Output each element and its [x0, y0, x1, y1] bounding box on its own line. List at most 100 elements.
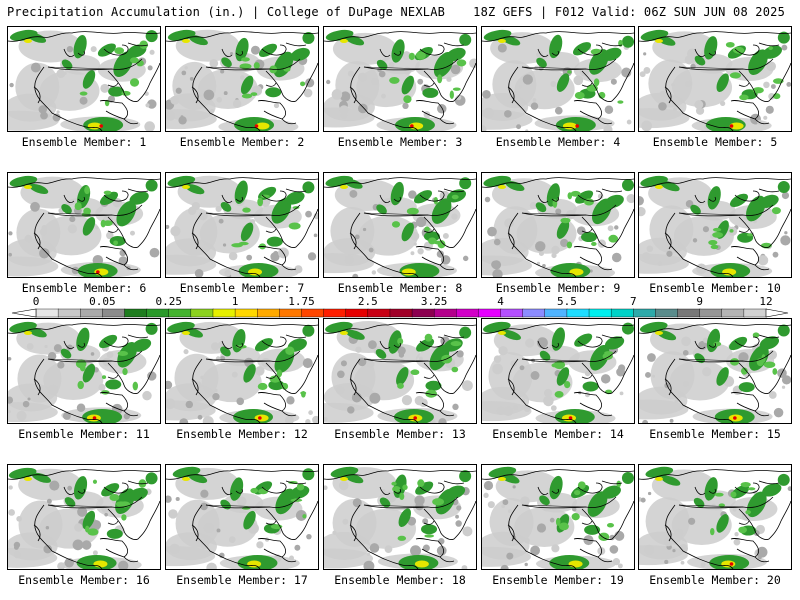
- precip-speckle: [768, 92, 775, 100]
- precip-speckle: [347, 406, 355, 414]
- moderate-precip-band: [716, 73, 729, 93]
- heavy-precip-core: [498, 39, 506, 43]
- moderate-precip-cell: [752, 87, 764, 94]
- precip-speckle: [46, 498, 52, 504]
- moderate-precip-band: [258, 43, 278, 57]
- extreme-precip-core: [99, 124, 103, 128]
- moderate-precip-band: [539, 495, 550, 506]
- colorbar-svg: 0 0.05 0.25 1 1.75 2.5 3.25 4 5.5 7 9 12: [11, 295, 789, 318]
- precip-speckle: [236, 397, 245, 406]
- colorbar-tick-label: 0.05: [89, 295, 116, 308]
- moderate-precip-cell: [566, 241, 573, 249]
- colorbar-swatch: [146, 308, 170, 318]
- colorbar-swatch: [677, 308, 701, 318]
- precip-speckle: [584, 392, 590, 398]
- moderate-precip-band: [31, 472, 51, 483]
- moderate-precip-band: [375, 349, 387, 359]
- precip-speckle: [41, 225, 48, 231]
- precip-speckle: [203, 522, 215, 534]
- precip-speckle: [720, 100, 726, 107]
- coastline: [123, 410, 139, 417]
- precip-map-svg: [482, 29, 634, 131]
- ensemble-member-label: Ensemble Member: 7: [179, 281, 305, 295]
- ensemble-member-label: Ensemble Member: 12: [176, 427, 308, 441]
- moderate-precip-cell: [397, 535, 407, 541]
- moderate-precip-band: [759, 194, 779, 208]
- colorbar-swatch: [124, 308, 148, 318]
- ensemble-member-label: Ensemble Member: 1: [21, 135, 147, 149]
- coastline: [754, 556, 770, 563]
- moderate-precip-cell: [746, 233, 753, 237]
- precip-speckle: [410, 251, 415, 256]
- colorbar-tick-label: 1.75: [288, 295, 315, 308]
- coastline: [415, 100, 444, 120]
- colorbar-swatch: [456, 308, 480, 318]
- coastline: [581, 62, 634, 102]
- ensemble-member-label: Ensemble Member: 6: [21, 281, 147, 295]
- coastline: [99, 246, 128, 266]
- precip-speckle: [555, 208, 562, 215]
- coastline: [482, 323, 634, 334]
- heavy-precip-core: [568, 560, 583, 568]
- precip-speckle: [57, 562, 66, 569]
- coastline: [730, 538, 759, 558]
- moderate-precip-band: [707, 186, 721, 210]
- precip-speckle: [349, 189, 358, 198]
- precip-speckle: [666, 250, 673, 257]
- coastline: [664, 378, 672, 396]
- coastline: [577, 190, 603, 202]
- heavy-precip-core: [498, 477, 506, 481]
- coastline: [507, 524, 515, 542]
- moderate-precip-band: [746, 491, 767, 518]
- coastline: [738, 500, 791, 540]
- moderate-precip-band: [716, 514, 729, 533]
- colorbar-swatch: [566, 308, 590, 318]
- precip-speckle: [763, 115, 768, 120]
- precip-speckle: [456, 95, 462, 101]
- precip-speckle: [446, 76, 452, 82]
- light-precip-area: [672, 67, 733, 108]
- coastline: [235, 342, 243, 348]
- moderate-precip-band: [82, 510, 96, 530]
- precip-speckle: [118, 560, 129, 569]
- light-precip-area: [639, 399, 689, 420]
- precip-speckle: [674, 399, 679, 404]
- coastline: [508, 212, 577, 277]
- colorbar-tick-label: 4: [497, 295, 504, 308]
- precip-speckle: [90, 352, 95, 356]
- moderate-precip-cell: [276, 369, 283, 378]
- us-canada-border: [521, 504, 587, 508]
- moderate-precip-cell: [417, 479, 425, 488]
- precip-speckle: [422, 518, 429, 525]
- colorbar-swatch: [212, 308, 236, 318]
- coastline: [577, 482, 603, 494]
- moderate-precip-cell: [424, 333, 433, 342]
- precip-speckle: [142, 390, 152, 401]
- precip-speckle: [733, 538, 741, 546]
- precip-speckle: [308, 410, 313, 415]
- coastline: [597, 264, 613, 271]
- coastline: [601, 188, 623, 193]
- precip-speckle: [250, 45, 260, 55]
- us-canada-border: [678, 212, 744, 216]
- moderate-precip-cell: [415, 51, 426, 60]
- moderate-precip-band: [61, 204, 72, 214]
- moderate-precip-cell: [590, 48, 602, 55]
- coastline: [33, 378, 41, 396]
- ensemble-member-map: [323, 26, 477, 132]
- precip-speckle: [500, 564, 509, 569]
- precip-speckle: [106, 351, 114, 359]
- precip-speckle: [56, 110, 60, 114]
- product-title: Precipitation Accumulation (in.) | Colle…: [7, 5, 446, 19]
- moderate-precip-cell: [608, 234, 619, 243]
- extreme-precip-core: [410, 124, 414, 128]
- colorbar-tick-label: 5.5: [557, 295, 577, 308]
- coastline: [664, 232, 672, 250]
- coastline: [423, 374, 435, 379]
- precip-speckle: [130, 230, 135, 236]
- precip-speckle: [702, 226, 710, 233]
- us-canada-border: [521, 358, 587, 362]
- precip-speckle: [181, 70, 187, 76]
- moderate-precip-band: [621, 471, 634, 484]
- precip-speckle: [52, 113, 61, 122]
